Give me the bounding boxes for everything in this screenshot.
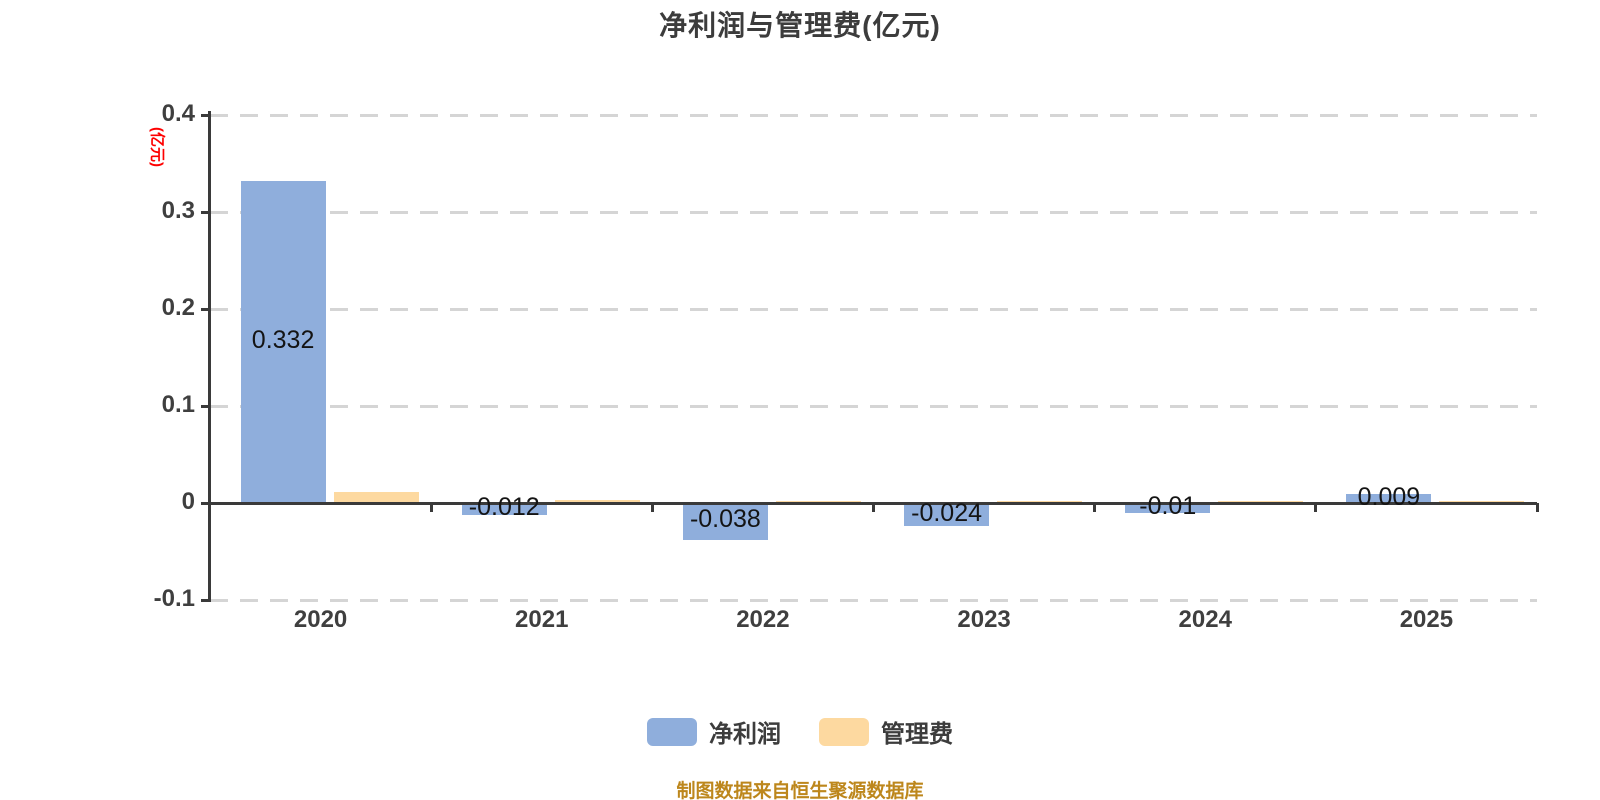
bar-net-profit-2020[interactable] [240,180,326,503]
x-axis-tick [429,503,433,512]
x-axis-tick [650,503,654,512]
bar-value-label: 0.332 [251,325,315,354]
y-axis-tick [201,598,210,602]
data-source-note: 制图数据来自恒生聚源数据库 [676,781,924,800]
x-tick-label: 2022 [736,606,790,633]
bar-net-profit-2025[interactable] [1346,494,1432,503]
legend-swatch-mgmt-fee [819,717,869,746]
y-axis-tick [201,113,210,117]
x-tick-label: 2024 [1178,606,1232,633]
legend-item-net-profit[interactable]: 净利润 [647,714,781,749]
chart-title: 净利润与管理费(亿元) [659,10,941,41]
legend-label-mgmt-fee: 管理费 [881,721,953,748]
y-axis-tick [201,210,210,214]
gridline [210,307,1537,311]
y-tick-label: 0.4 [161,100,195,127]
bar-value-label: -0.012 [468,492,540,521]
bar-net-profit-2021[interactable] [461,503,547,515]
x-axis-tick [1535,503,1539,512]
y-tick-label: -0.1 [153,585,195,612]
y-axis-tick [201,307,210,311]
y-tick-label: 0.2 [161,294,195,321]
x-axis-tick [1093,503,1097,512]
y-tick-label: 0 [181,488,195,515]
y-axis-tick [201,404,210,408]
x-axis-tick [1314,503,1318,512]
bar-mgmt-fee-2020[interactable] [333,492,419,503]
bar-net-profit-2023[interactable] [904,503,990,527]
y-tick-label: 0.3 [161,197,195,224]
y-axis-line [208,111,211,602]
y-axis-tick [201,501,210,505]
x-tick-label: 2021 [515,606,569,633]
bar-value-label: -0.01 [1139,491,1197,520]
gridline [210,210,1537,214]
legend-swatch-net-profit [647,717,697,746]
gridline [210,113,1537,117]
bar-net-profit-2022[interactable] [682,503,768,540]
legend: 净利润 管理费 [0,714,1600,749]
x-tick-label: 2025 [1399,606,1454,633]
bar-net-profit-2024[interactable] [1125,503,1211,513]
gridline [210,404,1537,408]
bar-value-label: 0.009 [1357,482,1421,511]
bar-value-label: -0.038 [689,505,761,534]
y-axis-unit-label: (亿元) [148,127,166,167]
bar-value-label: -0.024 [911,498,983,527]
legend-label-net-profit: 净利润 [709,721,781,748]
x-tick-label: 2023 [957,606,1011,633]
x-tick-label: 2020 [293,606,348,633]
legend-item-mgmt-fee[interactable]: 管理费 [819,714,953,749]
x-axis-tick [872,503,875,512]
y-tick-label: 0.1 [161,391,195,418]
gridline [210,598,1537,602]
